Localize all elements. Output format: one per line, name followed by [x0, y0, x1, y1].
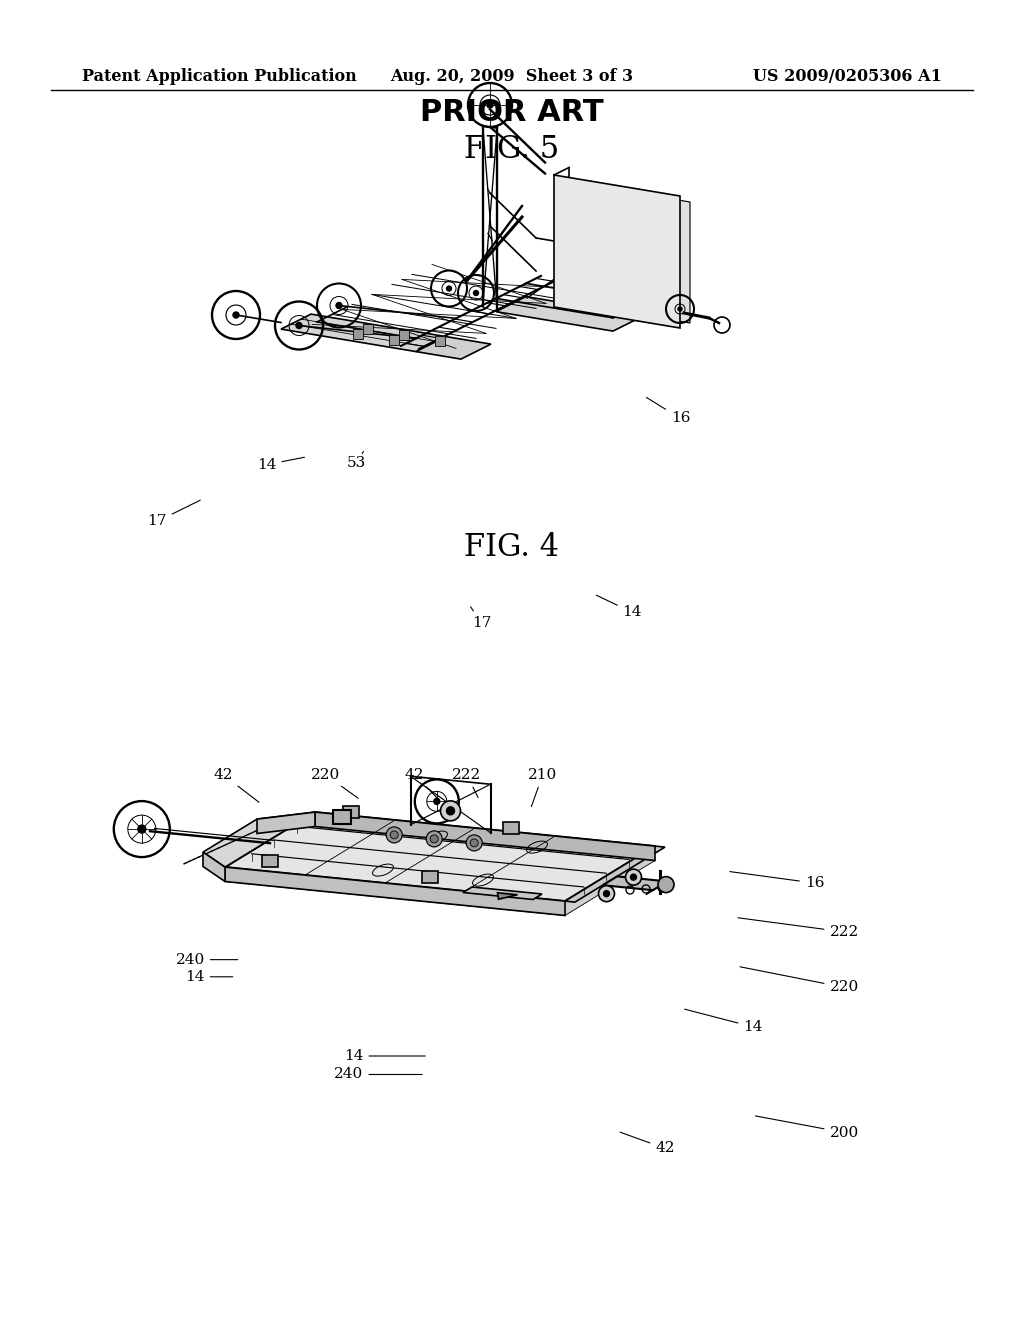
Polygon shape [554, 176, 680, 327]
Text: 240: 240 [334, 1068, 422, 1081]
Polygon shape [416, 337, 490, 359]
Polygon shape [498, 892, 517, 899]
FancyBboxPatch shape [342, 805, 358, 817]
Circle shape [631, 874, 637, 880]
Text: 210: 210 [528, 768, 557, 807]
Circle shape [296, 322, 302, 329]
Circle shape [466, 836, 482, 851]
Polygon shape [203, 812, 315, 867]
Text: 16: 16 [646, 397, 690, 425]
Polygon shape [603, 876, 668, 890]
Circle shape [336, 302, 342, 309]
FancyBboxPatch shape [333, 810, 350, 824]
Text: 14: 14 [344, 1049, 425, 1063]
Polygon shape [225, 812, 655, 902]
Circle shape [430, 836, 438, 843]
Circle shape [138, 825, 145, 833]
Circle shape [678, 308, 682, 312]
Text: 17: 17 [147, 500, 201, 528]
Circle shape [233, 312, 239, 318]
Text: PRIOR ART: PRIOR ART [420, 98, 604, 127]
Polygon shape [564, 181, 690, 323]
Circle shape [426, 830, 442, 847]
Polygon shape [315, 812, 655, 861]
Bar [435, 337, 445, 346]
Polygon shape [281, 314, 446, 351]
Bar [389, 335, 399, 346]
Text: FIG. 5: FIG. 5 [464, 133, 560, 165]
Text: 42: 42 [621, 1133, 675, 1155]
Text: Patent Application Publication: Patent Application Publication [82, 69, 356, 84]
Text: 220: 220 [311, 768, 358, 799]
Text: 14: 14 [257, 457, 304, 471]
FancyBboxPatch shape [261, 855, 278, 867]
Circle shape [434, 799, 439, 804]
Circle shape [487, 102, 493, 108]
Polygon shape [463, 887, 542, 899]
Circle shape [598, 886, 614, 902]
Circle shape [390, 830, 398, 840]
Text: 42: 42 [404, 768, 438, 799]
Bar [353, 329, 362, 339]
Circle shape [446, 286, 452, 290]
Bar [362, 325, 373, 334]
Text: FIG. 4: FIG. 4 [465, 532, 559, 564]
Text: 14: 14 [185, 970, 232, 983]
Circle shape [446, 807, 455, 814]
Circle shape [473, 290, 478, 296]
Text: 14: 14 [685, 1010, 763, 1034]
Text: US 2009/0205306 A1: US 2009/0205306 A1 [754, 69, 942, 84]
Circle shape [470, 840, 478, 847]
Text: 240: 240 [175, 953, 238, 966]
Text: 53: 53 [347, 451, 366, 470]
Polygon shape [257, 812, 315, 833]
Text: 220: 220 [740, 966, 859, 994]
FancyBboxPatch shape [503, 821, 518, 834]
Polygon shape [565, 846, 665, 902]
Polygon shape [225, 867, 565, 916]
FancyBboxPatch shape [422, 871, 437, 883]
Text: 14: 14 [596, 595, 642, 619]
Text: 42: 42 [213, 768, 259, 803]
Text: 222: 222 [453, 768, 481, 797]
Circle shape [658, 876, 674, 892]
Text: 17: 17 [471, 607, 492, 630]
Circle shape [626, 869, 641, 886]
Circle shape [603, 891, 609, 896]
Polygon shape [496, 297, 643, 331]
Circle shape [440, 801, 461, 821]
Polygon shape [225, 826, 655, 916]
Text: 200: 200 [756, 1115, 859, 1139]
Text: 16: 16 [730, 871, 824, 890]
Text: Aug. 20, 2009  Sheet 3 of 3: Aug. 20, 2009 Sheet 3 of 3 [390, 69, 634, 84]
Polygon shape [203, 853, 225, 882]
Text: 222: 222 [738, 917, 859, 939]
Circle shape [386, 826, 402, 843]
Bar [399, 330, 409, 341]
